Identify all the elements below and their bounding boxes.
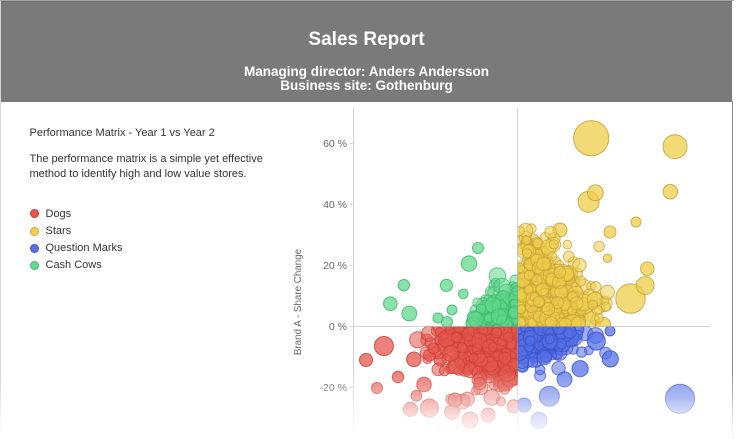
svg-text:20 %: 20 % — [323, 260, 347, 272]
svg-text:60 %: 60 % — [323, 138, 347, 150]
svg-text:0 %: 0 % — [329, 321, 347, 333]
svg-text:40 %: 40 % — [323, 199, 347, 211]
svg-text:Brand A - Share Change: Brand A - Share Change — [293, 248, 304, 355]
